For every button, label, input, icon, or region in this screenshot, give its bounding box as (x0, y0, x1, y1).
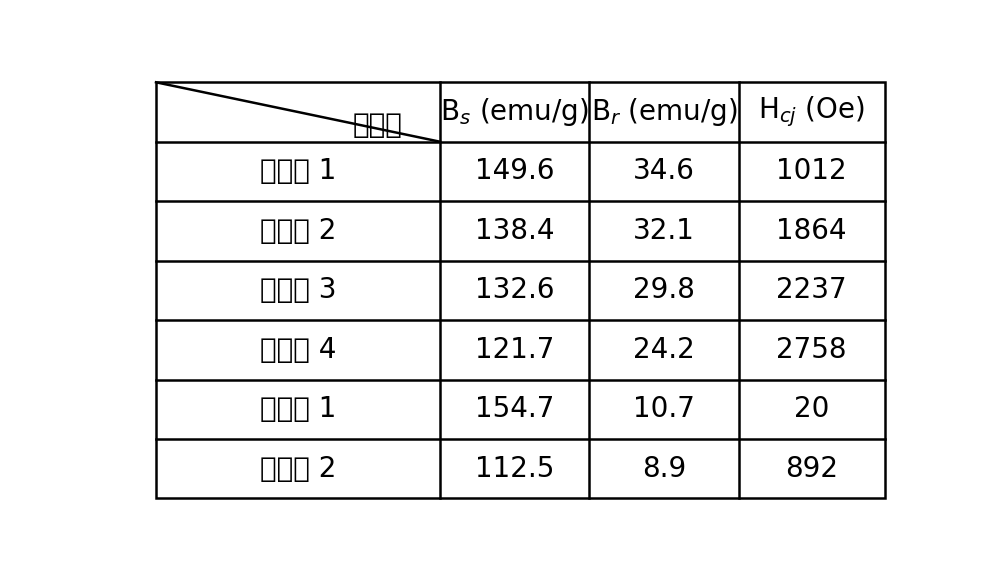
Text: 实施例 4: 实施例 4 (260, 336, 336, 364)
Text: 1864: 1864 (776, 217, 847, 245)
Text: 29.8: 29.8 (633, 277, 695, 304)
Text: 32.1: 32.1 (633, 217, 695, 245)
Text: 对比例 2: 对比例 2 (260, 455, 336, 483)
Text: H$_{cj}$ (Oe): H$_{cj}$ (Oe) (758, 95, 865, 129)
Text: 1012: 1012 (776, 158, 847, 186)
Text: 2758: 2758 (776, 336, 847, 364)
Text: 154.7: 154.7 (475, 395, 554, 423)
Text: 20: 20 (794, 395, 829, 423)
Text: 24.2: 24.2 (633, 336, 695, 364)
Text: 121.7: 121.7 (475, 336, 554, 364)
Text: 实施例 3: 实施例 3 (260, 277, 336, 304)
Text: 138.4: 138.4 (475, 217, 555, 245)
Text: 电镶液: 电镶液 (353, 111, 403, 139)
Text: B$_r$ (emu/g): B$_r$ (emu/g) (591, 96, 738, 128)
Text: 8.9: 8.9 (642, 455, 686, 483)
Text: 892: 892 (785, 455, 838, 483)
Text: 34.6: 34.6 (633, 158, 695, 186)
Text: 对比例 1: 对比例 1 (260, 395, 336, 423)
Text: 132.6: 132.6 (475, 277, 555, 304)
Text: 10.7: 10.7 (633, 395, 695, 423)
Text: 实施例 1: 实施例 1 (260, 158, 336, 186)
Text: B$_s$ (emu/g): B$_s$ (emu/g) (440, 96, 589, 128)
Text: 2237: 2237 (776, 277, 847, 304)
Text: 112.5: 112.5 (475, 455, 554, 483)
Text: 实施例 2: 实施例 2 (260, 217, 336, 245)
Text: 149.6: 149.6 (475, 158, 555, 186)
